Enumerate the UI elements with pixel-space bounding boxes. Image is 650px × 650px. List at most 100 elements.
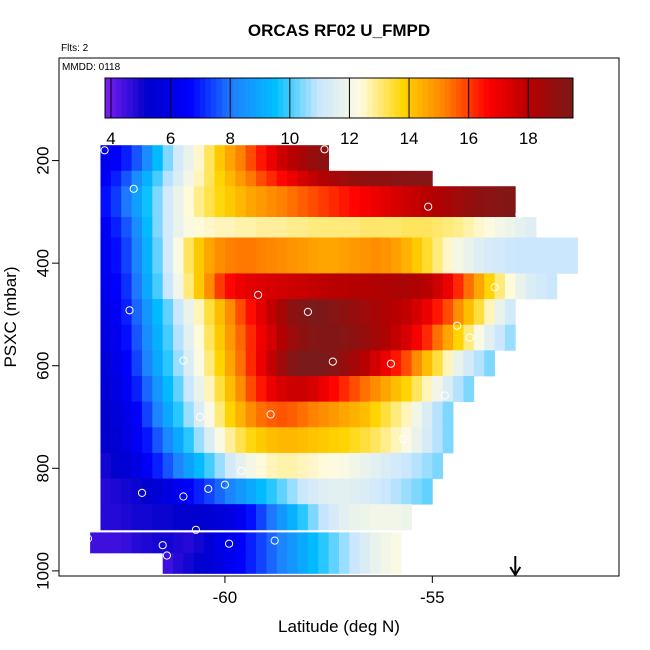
colorbar-segment <box>378 78 385 118</box>
heatmap-cell <box>297 478 309 505</box>
y-tick-label: 400 <box>33 249 52 277</box>
heatmap-cell <box>110 186 122 218</box>
observation-marker <box>585 252 595 262</box>
heatmap-cell <box>453 375 464 403</box>
heatmap-cell <box>276 375 288 403</box>
colorbar-segment <box>327 78 334 118</box>
heatmap-cell <box>349 504 361 531</box>
colorbar-segment <box>461 78 468 118</box>
observation-marker <box>137 488 147 497</box>
heatmap-cell <box>297 552 309 574</box>
heatmap-cell <box>401 170 412 187</box>
heatmap-cell <box>110 375 122 403</box>
heatmap-cell <box>131 299 143 326</box>
heatmap-cell <box>162 478 174 505</box>
heatmap-cell <box>504 273 516 300</box>
colorbar-segment <box>522 78 529 118</box>
heatmap-cell <box>380 452 392 479</box>
heatmap-cell <box>90 532 101 554</box>
heatmap-cell <box>245 552 257 574</box>
heatmap-cell <box>463 237 475 274</box>
heatmap-cell <box>214 427 226 454</box>
heatmap-cell <box>204 350 215 377</box>
heatmap-cell <box>339 170 350 187</box>
heatmap-cell <box>204 375 215 403</box>
heatmap-cell <box>442 427 454 454</box>
heatmap-cell <box>504 186 516 218</box>
heatmap-cell <box>131 170 143 187</box>
heatmap-cell <box>256 273 267 300</box>
heatmap-cell <box>256 401 267 428</box>
heatmap-cell <box>328 452 340 479</box>
heatmap-cell <box>141 427 153 454</box>
observation-marker <box>490 283 499 292</box>
heatmap-cell <box>110 145 122 172</box>
heatmap-cell <box>525 237 537 274</box>
heatmap-cell <box>214 170 226 187</box>
heatmap-cell <box>266 478 278 505</box>
heatmap-cell <box>162 401 174 428</box>
heatmap-cell <box>173 324 184 351</box>
heatmap-cell <box>141 299 153 326</box>
heatmap-cell <box>359 350 371 377</box>
heatmap-cell <box>152 478 164 505</box>
heatmap-cell <box>173 350 184 377</box>
observation-marker <box>129 184 138 193</box>
heatmap-cell <box>484 350 495 377</box>
heatmap-cell <box>442 350 454 377</box>
heatmap-cell <box>173 401 184 428</box>
heatmap-cell <box>131 532 143 554</box>
heatmap-cell <box>204 452 215 479</box>
colorbar-segment <box>506 78 513 118</box>
heatmap-cell <box>245 145 257 172</box>
heatmap-cell <box>504 299 516 326</box>
heatmap-cell <box>131 216 143 238</box>
heatmap-cell <box>152 299 164 326</box>
y-tick-label: 200 <box>33 146 52 174</box>
colorbar-segment <box>361 78 368 118</box>
x-tick-label: -55 <box>420 588 445 607</box>
heatmap-cell <box>453 237 464 274</box>
heatmap-cell <box>421 237 433 274</box>
heatmap-cell <box>339 401 350 428</box>
heatmap-cell <box>266 427 278 454</box>
colorbar-segment <box>350 78 357 118</box>
heatmap-cell <box>193 452 205 479</box>
heatmap-cell <box>235 350 247 377</box>
heatmap-cell <box>401 504 412 531</box>
heatmap-cell <box>214 186 226 218</box>
heatmap-cell <box>297 216 309 238</box>
heatmap-cell <box>359 427 371 454</box>
heatmap-cell <box>380 478 392 505</box>
colorbar-segment <box>389 78 396 118</box>
heatmap-cell <box>214 299 226 326</box>
heatmap-cell <box>193 427 205 454</box>
heatmap-cell <box>173 375 184 403</box>
heatmap-cell <box>173 145 184 172</box>
heatmap-cell <box>349 350 361 377</box>
colorbar-segment <box>495 78 502 118</box>
heatmap-cell <box>359 375 371 403</box>
heatmap-cell <box>100 299 112 326</box>
colorbar-segment <box>283 78 290 118</box>
heatmap-cell <box>162 170 174 187</box>
x-tick-label: -60 <box>213 588 238 607</box>
heatmap-cell <box>204 504 215 531</box>
heatmap-cell <box>245 324 257 351</box>
heatmap-cell <box>432 273 444 300</box>
colorbar-segment <box>132 78 139 118</box>
heatmap-cell <box>484 273 495 300</box>
observation-marker <box>399 435 408 444</box>
heatmap-cell <box>370 452 381 479</box>
heatmap-cell <box>328 375 340 403</box>
colorbar-segment <box>121 78 128 118</box>
heatmap-cell <box>100 237 112 274</box>
heatmap-cell <box>276 145 288 172</box>
heatmap-cell <box>349 532 361 554</box>
heatmap-cell <box>183 552 195 574</box>
heatmap-cell <box>141 401 153 428</box>
heatmap-cell <box>515 273 527 300</box>
heatmap-cell <box>287 216 298 238</box>
observation-marker <box>191 525 200 534</box>
heatmap-cell <box>193 299 205 326</box>
